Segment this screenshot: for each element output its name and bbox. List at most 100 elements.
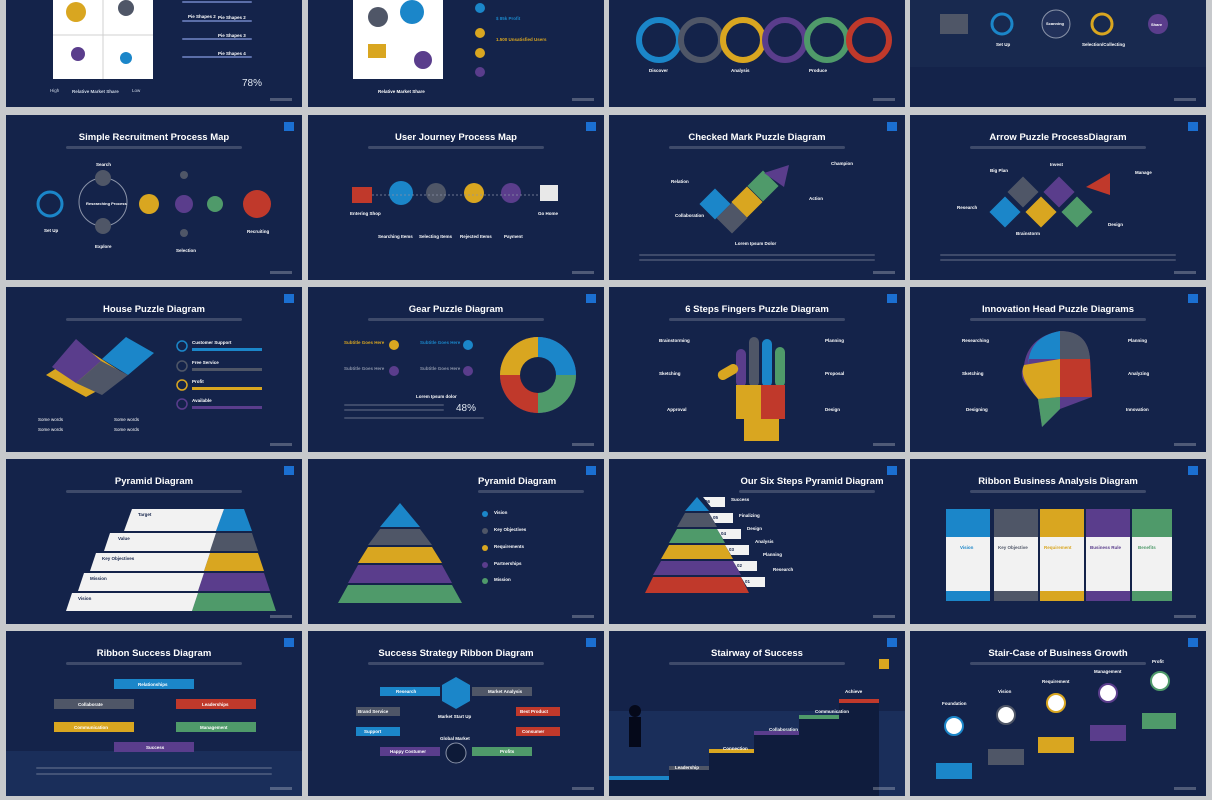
users-label: 1.500 Unsatisfied Users <box>496 37 547 42</box>
slide-bcg-matrix[interactable]: Relative Market Share High Low Pie Shape… <box>6 0 302 107</box>
x-axis-label: Relative Market Share <box>72 89 119 94</box>
success-label: Success <box>731 497 750 502</box>
management-label: Management <box>1094 669 1122 674</box>
pie-item-2: Pie Shapes 2 <box>218 15 246 20</box>
vision-label: Vision <box>960 545 974 550</box>
consumer-label: Consumer <box>522 729 545 734</box>
slide-strategy-ribbon[interactable]: Success Strategy Ribbon Diagram Research… <box>308 631 604 796</box>
slide-user-journey[interactable]: User Journey Process Map Entering Shop S… <box>308 115 604 280</box>
profit-label: $ 85k Profit <box>496 16 521 21</box>
brainstorming-label: Brainstorming <box>659 338 690 343</box>
collaborate-label: Collaborate <box>78 702 103 707</box>
researching-label: Researching Process <box>86 201 127 206</box>
x-left-label: High <box>50 88 60 93</box>
selecting-label: Selecting Items <box>419 234 453 239</box>
slide-recruitment[interactable]: Simple Recruitment Process Map Search Se… <box>6 115 302 280</box>
success-label: Success <box>146 745 165 750</box>
subtitle-1: Subtitle Goes Here <box>344 340 385 345</box>
achieve-label: Achieve <box>845 689 863 694</box>
slide-title: Pyramid Diagram <box>478 476 557 487</box>
slide-title: Arrow Puzzle ProcessDiagram <box>989 132 1127 143</box>
setup-label: Set Up <box>996 42 1011 47</box>
sketching-label: Sketching <box>962 371 984 376</box>
global-market-label: Global Market <box>440 736 470 741</box>
searching-label: Searching Items <box>378 234 413 239</box>
slide-house-puzzle[interactable]: House Puzzle Diagram Customer Support Fr… <box>6 287 302 452</box>
slide-arrow-puzzle[interactable]: Arrow Puzzle ProcessDiagram Big Plan Inv… <box>910 115 1206 280</box>
collaboration-label: Collaboration <box>769 727 798 732</box>
market-analysis-label: Market Analysis <box>488 689 523 694</box>
pie-label: Pie Shapes 2 <box>188 14 216 19</box>
recruiting-label: Recruiting <box>247 229 270 234</box>
slide-title: Success Strategy Ribbon Diagram <box>378 648 534 659</box>
slide-title: Stair-Case of Business Growth <box>988 648 1128 659</box>
step-discover: Discover <box>649 68 669 73</box>
research-label: Research <box>957 205 978 210</box>
slide-ribbon-analysis[interactable]: Ribbon Business Analysis Diagram Vision … <box>910 459 1206 624</box>
slide-title: Ribbon Success Diagram <box>96 648 212 659</box>
slide-title: Checked Mark Puzzle Diagram <box>688 132 826 143</box>
communication-label: Communication <box>74 725 109 730</box>
bigplan-label: Big Plan <box>990 168 1009 173</box>
manage-label: Manage <box>1135 170 1152 175</box>
support-label: Support <box>364 729 382 734</box>
approval-label: Approval <box>667 407 687 412</box>
entering-label: Entering Shop <box>350 211 381 216</box>
proposal-label: Proposal <box>825 371 845 376</box>
researching-label: Researching <box>962 338 990 343</box>
value-label: Value <box>118 536 130 541</box>
num-04: 04 <box>721 531 727 536</box>
slide-staircase-growth[interactable]: Stair-Case of Business Growth Profit Man… <box>910 631 1206 796</box>
slide-matrix-icons[interactable]: Relative Market Share $ 85k Profit 1.500… <box>308 0 604 107</box>
slide-six-steps-pyramid[interactable]: Our Six Steps Pyramid Diagram 06 05 04 0… <box>609 459 905 624</box>
slide-innovation-head[interactable]: Innovation Head Puzzle Diagrams Research… <box>910 287 1206 452</box>
payment-label: Payment <box>504 234 523 239</box>
pie-item-3: Pie Shapes 3 <box>218 33 246 38</box>
slide-title: Simple Recruitment Process Map <box>78 132 230 143</box>
slide-stairway[interactable]: Stairway of Success Achieve Communicatio… <box>609 631 905 796</box>
brainstorm-label: Brainstorm <box>1016 231 1041 236</box>
slide-checked-mark[interactable]: Checked Mark Puzzle Diagram Relation Cha… <box>609 115 905 280</box>
finalizing-label: Finalizing <box>739 513 760 518</box>
research-label: Research <box>773 567 794 572</box>
selection-label: Selection/Collecting <box>1082 42 1126 47</box>
slide-fingers-puzzle[interactable]: 6 Steps Fingers Puzzle Diagram Brainstor… <box>609 287 905 452</box>
planning-label: Planning <box>1128 338 1147 343</box>
brand-service-label: Brand Service <box>358 709 389 714</box>
slide-title: 6 Steps Fingers Puzzle Diagram <box>685 304 829 315</box>
market-startup-label: Market Start Up <box>438 714 472 719</box>
setup-label: Set Up <box>44 228 59 233</box>
slide-gear-puzzle[interactable]: Gear Puzzle Diagram Subtitle Goes Here S… <box>308 287 604 452</box>
slide-scanning[interactable]: Set Up Scanning Selection/Collecting Sha… <box>910 0 1206 107</box>
slide-circle-process[interactable]: Discover Analysis Produce <box>609 0 905 107</box>
percent-value: 78% <box>242 78 263 89</box>
objectives-label: Key Objectives <box>102 556 135 561</box>
slide-title: Ribbon Business Analysis Diagram <box>978 476 1138 487</box>
communication-label: Communication <box>815 709 850 714</box>
words-4: Some words <box>114 427 140 432</box>
slide-title: Innovation Head Puzzle Diagrams <box>981 304 1135 315</box>
benefits-label: Benefits <box>1138 545 1156 550</box>
champion-label: Champion <box>831 161 853 166</box>
management-label: Management <box>200 725 228 730</box>
num-01: 01 <box>745 579 751 584</box>
slide-title: House Puzzle Diagram <box>103 304 205 315</box>
gohome-label: Go Home <box>538 211 559 216</box>
vision-label: Vision <box>998 689 1012 694</box>
percent-value: 48% <box>456 403 477 414</box>
x-right-label: Low <box>132 88 141 93</box>
selection-label: Selection <box>176 248 197 253</box>
slide-ribbon-success[interactable]: Ribbon Success Diagram Relationships Col… <box>6 631 302 796</box>
subtitle-3: Subtitle Goes Here <box>344 366 385 371</box>
subtitle-2: Subtitle Goes Here <box>420 340 461 345</box>
rejected-label: Rejected Items <box>460 234 492 239</box>
num-02: 02 <box>737 563 743 568</box>
slide-pyramid-1[interactable]: Pyramid Diagram Target Value Key Objecti… <box>6 459 302 624</box>
planning-label: Planning <box>825 338 844 343</box>
pie-item-4: Pie Shapes 4 <box>218 51 246 56</box>
words-1: Some words <box>38 417 64 422</box>
relation-label: Relation <box>671 179 689 184</box>
sketching-label: Sketching <box>659 371 681 376</box>
analysis-label: Analysis <box>755 539 774 544</box>
slide-pyramid-2[interactable]: Pyramid Diagram Vision Key Objectives Re… <box>308 459 604 624</box>
